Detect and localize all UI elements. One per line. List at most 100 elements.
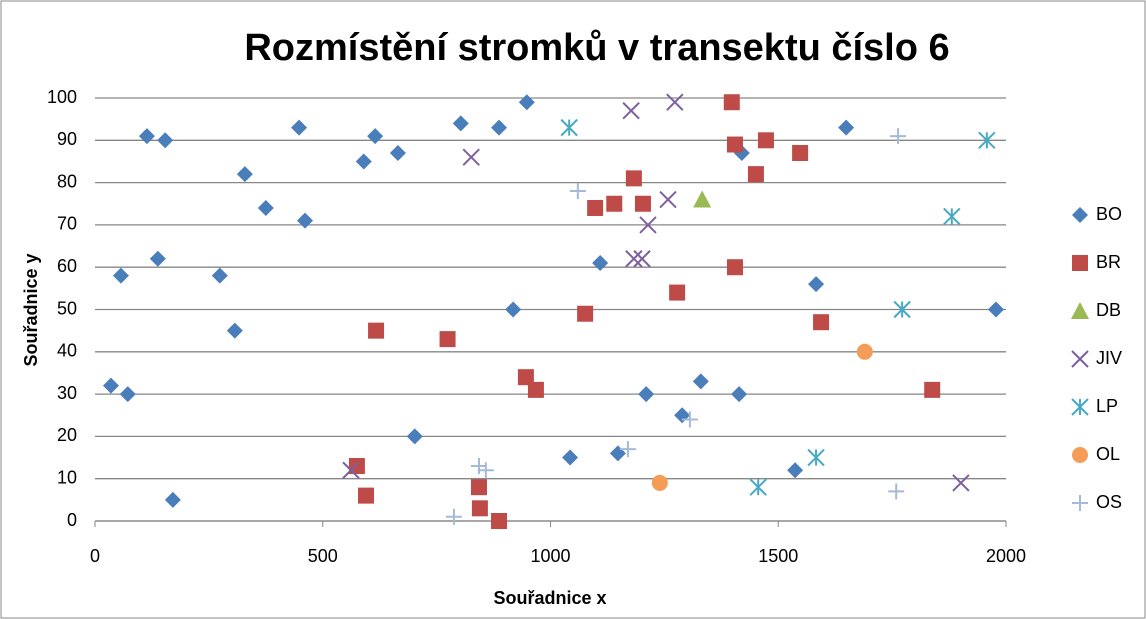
- marker: [893, 300, 911, 319]
- marker-part: [692, 373, 709, 390]
- marker-part: [368, 322, 385, 339]
- marker: [355, 153, 372, 170]
- marker-part: [367, 128, 384, 145]
- marker: [731, 386, 748, 403]
- marker: [757, 132, 774, 149]
- marker: [943, 207, 961, 226]
- y-tick-label: 50: [57, 298, 77, 318]
- marker-part: [452, 115, 469, 132]
- marker: [358, 487, 375, 504]
- marker-part: [633, 250, 651, 268]
- marker-part: [634, 195, 651, 212]
- marker: [406, 428, 423, 445]
- marker: [838, 119, 855, 136]
- marker: [987, 301, 1004, 318]
- marker-part: [119, 386, 136, 403]
- marker: [569, 183, 586, 200]
- marker-part: [577, 305, 594, 322]
- marker: [634, 195, 651, 212]
- marker-part: [731, 386, 748, 403]
- marker-part: [527, 381, 544, 398]
- y-axis-label: Souřadnice y: [21, 253, 41, 366]
- marker-part: [102, 377, 119, 394]
- marker: [470, 458, 487, 475]
- marker: [491, 513, 508, 529]
- marker-part: [236, 166, 253, 183]
- y-tick-label: 10: [57, 467, 77, 487]
- marker: [639, 216, 657, 234]
- y-tick-label: 0: [67, 510, 77, 530]
- marker: [924, 381, 941, 398]
- y-tick-label: 100: [47, 87, 77, 107]
- marker-part: [726, 259, 743, 276]
- marker-part: [462, 148, 480, 166]
- marker-part: [1072, 207, 1088, 223]
- marker-part: [518, 94, 535, 111]
- marker-part: [587, 199, 604, 216]
- marker: [226, 322, 243, 339]
- marker: [119, 386, 136, 403]
- marker: [452, 115, 469, 132]
- marker: [348, 458, 365, 475]
- marker: [633, 250, 651, 268]
- y-tick-label: 80: [57, 171, 77, 191]
- marker-part: [342, 461, 360, 479]
- marker: [518, 94, 535, 111]
- marker: [157, 132, 174, 149]
- marker: [368, 322, 385, 339]
- marker: [236, 166, 253, 183]
- marker-part: [406, 428, 423, 445]
- marker-part: [723, 94, 740, 111]
- marker: [625, 170, 642, 187]
- y-tick-label: 20: [57, 425, 77, 445]
- marker: [1071, 350, 1089, 368]
- x-tick-label: 2000: [986, 546, 1026, 566]
- marker-part: [787, 462, 804, 479]
- marker: [562, 449, 579, 466]
- marker-part: [138, 128, 155, 145]
- marker: [149, 250, 166, 267]
- marker: [807, 448, 825, 467]
- marker-part: [838, 119, 855, 136]
- marker: [622, 101, 640, 120]
- marker: [625, 250, 643, 268]
- marker: [527, 381, 544, 398]
- marker-part: [659, 190, 677, 209]
- marker: [296, 212, 313, 229]
- marker: [813, 314, 830, 331]
- x-tick-label: 1000: [530, 546, 570, 566]
- x-tick-label: 1500: [758, 546, 798, 566]
- legend-label: OS: [1096, 492, 1122, 512]
- marker: [587, 199, 604, 216]
- marker: [517, 369, 534, 386]
- marker-part: [625, 170, 642, 187]
- marker: [681, 411, 698, 428]
- marker: [638, 386, 655, 403]
- marker: [342, 461, 360, 479]
- marker-part: [355, 153, 372, 170]
- marker-part: [471, 500, 488, 517]
- marker: [888, 483, 905, 500]
- marker-part: [639, 216, 657, 234]
- legend-label: OL: [1096, 444, 1120, 464]
- legend-label: LP: [1096, 396, 1118, 416]
- y-tick-label: 30: [57, 383, 77, 403]
- marker: [1071, 398, 1089, 416]
- marker: [471, 500, 488, 517]
- marker: [669, 284, 686, 301]
- marker: [445, 508, 462, 525]
- marker: [164, 491, 181, 508]
- marker: [1072, 447, 1088, 463]
- marker-part: [813, 314, 830, 331]
- marker-part: [726, 136, 743, 153]
- marker-part: [257, 199, 274, 216]
- marker: [505, 301, 522, 318]
- marker: [389, 144, 406, 161]
- marker-part: [164, 491, 181, 508]
- marker: [666, 93, 684, 111]
- marker: [462, 148, 480, 166]
- y-tick-label: 40: [57, 341, 77, 361]
- marker-part: [491, 513, 508, 529]
- marker-part: [296, 212, 313, 229]
